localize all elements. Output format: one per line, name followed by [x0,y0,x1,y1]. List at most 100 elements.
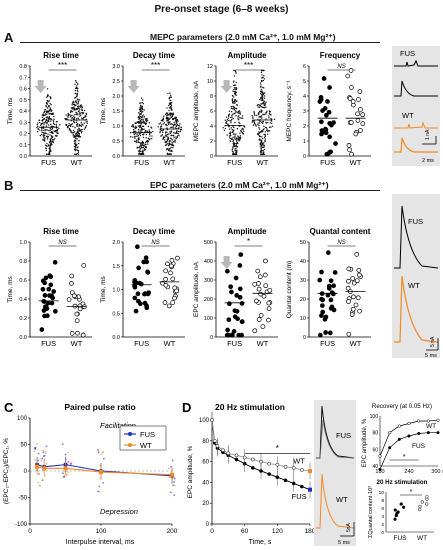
data-dot [45,111,48,113]
data-dot [273,118,276,121]
data-dot [66,297,72,302]
data-dot [79,104,82,107]
data-dot [65,124,68,126]
data-dot [141,115,143,117]
recovery-y-tick: 80 [372,431,378,437]
series-point [267,472,272,476]
data-dot [260,147,262,150]
data-dot [261,97,264,100]
data-dot [179,130,182,132]
data-dot [145,120,148,123]
y-tick-label: 0.5 [112,311,120,317]
data-dot [255,268,261,274]
data-dot [169,117,171,119]
quantal-dot [401,505,406,509]
data-dot [257,133,260,135]
y-tick-label: 0.0 [112,154,120,160]
data-dot [346,278,351,284]
data-dot [53,115,55,118]
data-dot [162,117,164,120]
data-dot [259,142,262,145]
recovery-x-tick: 300 s [431,469,443,475]
data-dot [50,142,52,144]
data-dot [271,125,274,127]
data-dot [237,116,239,118]
recovery-title: Recovery (at 0.05 Hz) [372,403,432,410]
raw-dot [64,453,67,456]
data-dot [351,294,356,300]
data-dot [47,112,49,114]
data-dot [253,113,256,115]
quantal-y-tick: 0 [381,530,384,536]
data-dot [81,112,83,114]
data-dot [328,297,334,303]
chart-title: Amplitude [227,227,267,236]
data-dot [236,104,239,106]
data-dot [48,144,50,147]
data-dot [82,117,84,120]
data-dot [41,116,44,118]
x-tick-label: 120 [272,528,283,535]
data-dot [239,111,241,113]
data-dot [132,295,138,301]
data-dot [325,292,331,298]
data-dot [46,88,49,90]
data-dot [237,135,239,137]
data-dot [164,139,166,141]
recovery-point [407,434,411,438]
data-dot [76,86,78,89]
data-dot [225,122,228,124]
group-label: WT [71,158,83,167]
data-dot [265,118,267,120]
data-dot [46,129,48,131]
y-tick-label: 0.1 [19,143,27,149]
data-dot [348,120,354,125]
data-dot [348,68,354,73]
dots-wt [64,80,89,155]
data-dot [67,125,69,128]
dots-fus [222,69,246,155]
data-dot [143,128,145,130]
data-dot [327,134,332,140]
data-dot [139,102,141,104]
data-dot [325,151,330,157]
data-dot [229,140,232,142]
data-dot [77,99,79,101]
raw-dot [67,471,69,474]
raw-dot [37,481,40,484]
data-dot [66,118,69,120]
group-label: FUS [227,158,242,167]
data-dot [174,127,177,129]
y-axis-label: Time, ms [100,97,107,124]
recovery-point [407,421,411,426]
data-dot [85,121,87,123]
data-dot [164,113,167,116]
trace-fus-avg [394,80,438,97]
quantal-dot [399,502,403,506]
series-point [250,457,255,462]
data-dot [261,151,263,153]
data-dot [232,117,234,120]
y-tick-label: 20 [300,297,306,303]
data-dot [264,138,266,140]
data-dot [262,149,264,152]
data-dot [232,102,234,104]
raw-dot [42,449,45,452]
data-dot [224,332,230,338]
data-dot [84,116,86,118]
data-dot [48,274,54,280]
data-dot [69,273,75,279]
data-dot [175,118,177,121]
data-dot [169,94,172,97]
data-dot [44,132,46,134]
data-dot [255,114,258,117]
data-dot [244,126,246,128]
y-tick-label: 0 [303,154,306,160]
data-dot [145,118,148,120]
data-dot [49,97,52,100]
data-dot [225,327,230,333]
data-dot [141,140,144,143]
data-dot [319,269,324,275]
sig-label: NS [151,240,159,246]
group-label: WT [350,158,362,167]
